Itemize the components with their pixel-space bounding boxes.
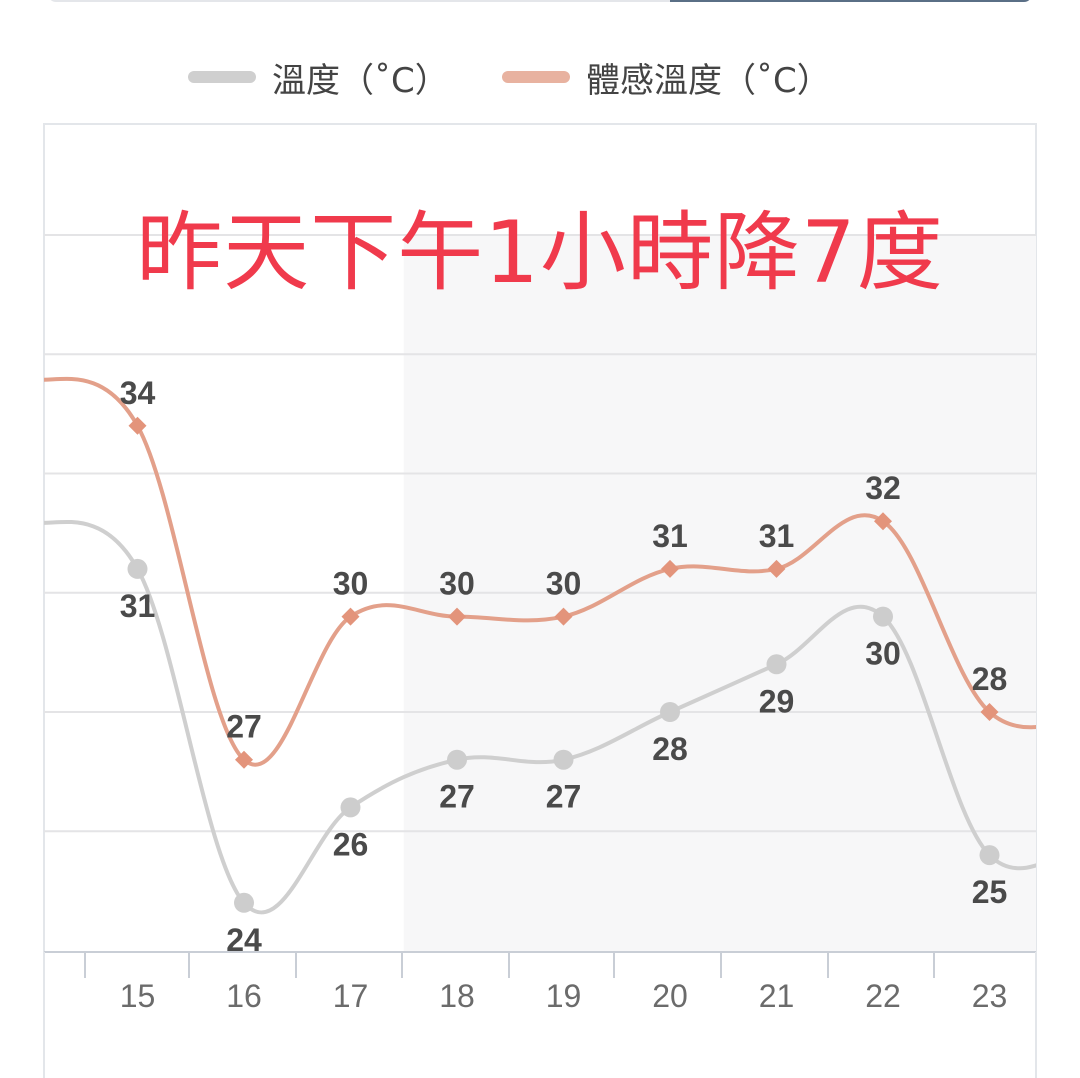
data-label-feels-like: 27: [226, 709, 262, 745]
legend-label-feels-like: 體感溫度（˚C）: [586, 60, 831, 101]
data-label-feels-like: 5: [22, 327, 40, 363]
data-point-temperature: [660, 702, 680, 722]
data-point-feels-like: [874, 512, 892, 531]
legend-item-temperature[interactable]: 溫度（˚C）: [188, 52, 449, 102]
data-point-temperature: [873, 606, 893, 627]
series-line-feels-like: [44, 376, 1036, 767]
data-point-temperature: [553, 749, 574, 770]
data-label-temperature: 26: [333, 826, 369, 862]
data-label-temperature: 24: [226, 922, 262, 958]
data-point-feels-like: [661, 559, 679, 578]
data-point-temperature: [979, 845, 1000, 866]
legend-item-feels-like[interactable]: 體感溫度（˚C）: [502, 52, 831, 102]
data-label-feels-like: 32: [865, 470, 901, 506]
data-label-temperature: 31: [120, 588, 156, 624]
x-tick-label: 18: [439, 978, 475, 1014]
legend-label-temperature: 溫度（˚C）: [272, 60, 449, 101]
x-tick-label: 22: [865, 978, 901, 1014]
data-label-feels-like: 30: [546, 566, 582, 602]
data-point-temperature: [127, 558, 148, 579]
data-point-temperature: [766, 654, 787, 675]
legend-swatch-temperature: [188, 71, 256, 83]
data-label-temperature: 30: [865, 636, 901, 672]
data-point-feels-like: [235, 750, 253, 769]
data-label-temperature: 25: [972, 874, 1008, 910]
plot-area: 2 31 24 26 27 27 28 29 30 25 5 34 27 30 30 30 31 31 32 28: [21, 327, 1036, 958]
data-point-temperature: [447, 749, 467, 770]
x-tick-label: 19: [546, 978, 582, 1014]
data-point-feels-like: [448, 607, 466, 626]
data-point-feels-like: [767, 559, 786, 578]
chart-legend: 溫度（˚C） 體感溫度（˚C）: [0, 52, 1080, 102]
x-tick-label: 17: [333, 978, 369, 1014]
top-scroll-bar-thumb[interactable]: [670, 0, 1032, 2]
x-tick-label: 20: [652, 978, 688, 1014]
data-point-feels-like: [980, 703, 999, 721]
data-point-feels-like: [554, 607, 573, 626]
data-point-feels-like: [22, 369, 40, 387]
data-point-feels-like: [128, 416, 147, 435]
data-label-feels-like: 31: [759, 518, 795, 554]
data-point-feels-like: [341, 607, 360, 626]
data-label-temperature: 2: [22, 540, 40, 576]
x-tick-label: 15: [120, 978, 156, 1014]
data-label-temperature: 29: [759, 683, 795, 719]
x-tick-label: 16: [226, 978, 262, 1014]
data-point-temperature: [234, 892, 254, 913]
x-tick-label: 23: [972, 978, 1008, 1014]
annotation-banner: 昨天下午1小時降7度: [136, 203, 944, 303]
data-label-temperature: 27: [439, 779, 475, 815]
data-label-feels-like: 30: [439, 566, 475, 602]
data-label-feels-like: 28: [972, 661, 1008, 697]
data-point-temperature: [340, 797, 361, 818]
legend-swatch-feels-like: [502, 71, 570, 83]
data-label-temperature: 28: [652, 731, 688, 767]
data-label-feels-like: 31: [652, 518, 688, 554]
data-label-feels-like: 30: [333, 566, 369, 602]
x-tick-label: 21: [759, 978, 795, 1014]
data-point-temperature: [21, 511, 41, 531]
series-line-temperature: [44, 519, 1036, 915]
x-tick-labels: 4 15 16 17 18 19 20 21 22 23: [26, 978, 1008, 1014]
x-tick-label: 4: [26, 978, 44, 1014]
data-label-temperature: 27: [546, 779, 582, 815]
data-label-feels-like: 34: [120, 375, 156, 411]
